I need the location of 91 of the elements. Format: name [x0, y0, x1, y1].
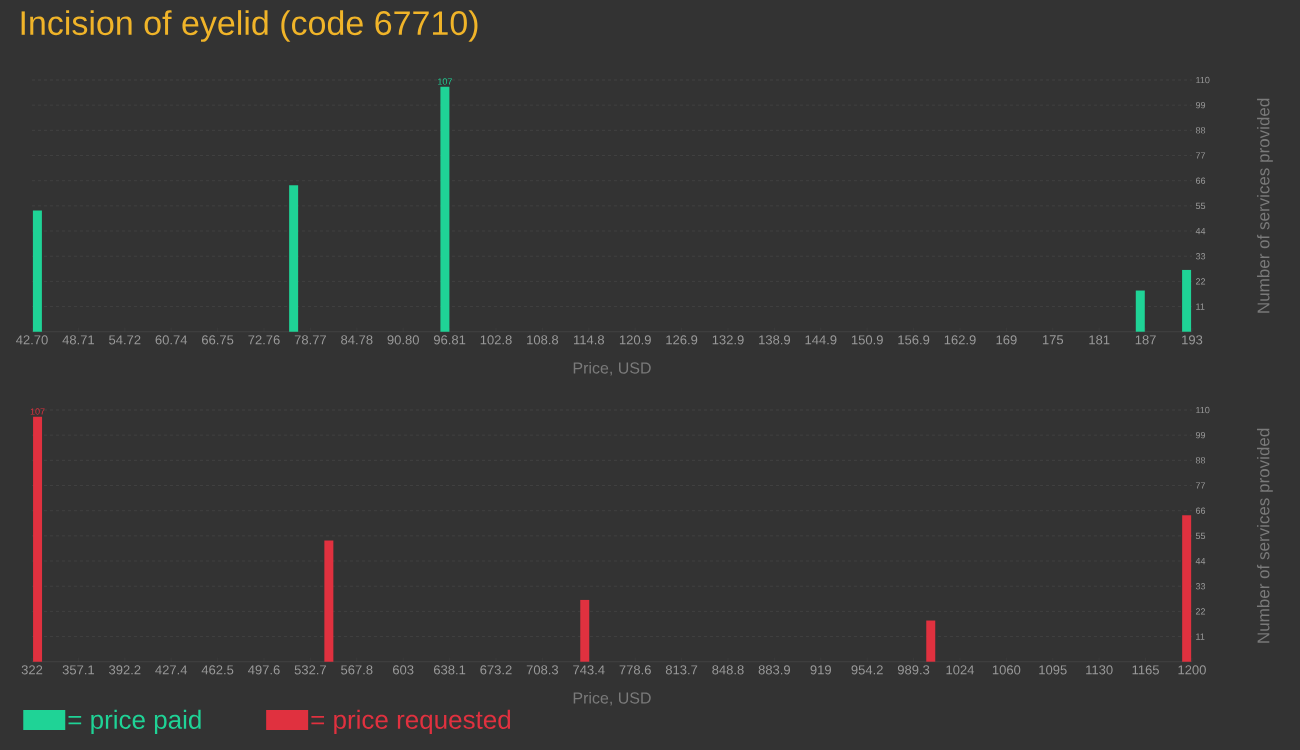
x-tick-label: 66.75 [201, 335, 234, 345]
y-tick-label: 44 [1195, 557, 1206, 565]
y-tick-label: 66 [1195, 507, 1206, 514]
y-tick-label: 22 [1195, 608, 1206, 615]
y-tick-label: 77 [1195, 152, 1206, 159]
x-tick-label: 743.4 [573, 665, 605, 675]
bar [32, 210, 42, 332]
x-tick-label: 48.71 [62, 335, 95, 345]
x-axis-title: Price, USD [573, 691, 651, 706]
bar [1135, 290, 1145, 332]
x-tick-label: 126.9 [666, 335, 698, 345]
x-tick-label: 156.9 [898, 335, 930, 345]
bar [1182, 269, 1192, 332]
x-tick-label: 144.9 [805, 335, 837, 345]
data-label: 107 [438, 78, 452, 85]
x-tick-label: 1130 [1086, 665, 1113, 675]
y-tick-label: 110 [1196, 406, 1210, 414]
y-tick-label: 88 [1195, 127, 1206, 134]
x-tick-label: 169 [996, 335, 1017, 345]
bar [324, 540, 334, 662]
y-tick-label: 11 [1196, 303, 1205, 310]
x-tick-label: 1060 [992, 665, 1021, 675]
x-tick-label: 162.9 [944, 335, 976, 345]
x-tick-label: 778.6 [619, 665, 651, 675]
x-axis-title: Price, USD [573, 361, 651, 376]
x-tick-label: 708.3 [526, 665, 559, 675]
y-tick-label: 11 [1196, 633, 1205, 640]
x-tick-label: 1165 [1132, 665, 1159, 675]
x-tick-label: 120.9 [619, 335, 651, 345]
x-tick-label: 72.76 [248, 335, 280, 345]
bar [33, 416, 43, 662]
y-tick-label: 33 [1195, 583, 1206, 590]
x-tick-label: 84.78 [341, 335, 373, 345]
x-tick-label: 102.8 [480, 335, 512, 345]
x-tick-label: 357.1 [62, 665, 95, 675]
bar [289, 185, 299, 332]
x-tick-label: 1024 [946, 665, 975, 675]
x-tick-label: 108.8 [527, 335, 559, 345]
bar [926, 620, 936, 662]
x-tick-label: 42.70 [16, 335, 48, 345]
y-tick-label: 99 [1195, 431, 1206, 439]
x-tick-label: 175 [1042, 335, 1064, 345]
x-tick-label: 848.8 [712, 665, 744, 675]
x-tick-label: 1200 [1178, 665, 1206, 675]
x-tick-label: 322 [21, 665, 43, 675]
y-tick-label: 55 [1195, 532, 1206, 540]
x-tick-label: 989.3 [897, 665, 930, 675]
chart-title: Incision of eyelid (code 67710) [21, 10, 478, 42]
x-tick-label: 150.9 [851, 335, 883, 345]
x-tick-label: 919 [810, 665, 831, 675]
x-tick-label: 427.4 [155, 665, 188, 675]
y-axis-title: Number of services provided [1257, 98, 1273, 313]
x-tick-label: 462.5 [201, 665, 234, 675]
bar [580, 599, 590, 662]
x-tick-label: 603 [393, 665, 414, 675]
y-tick-label: 22 [1195, 278, 1206, 285]
x-tick-label: 187 [1135, 335, 1156, 345]
x-tick-label: 673.2 [480, 665, 512, 675]
x-tick-label: 181 [1089, 335, 1110, 345]
y-tick-label: 110 [1196, 76, 1210, 84]
x-tick-label: 392.2 [109, 665, 141, 675]
x-tick-label: 497.6 [248, 665, 280, 675]
y-tick-label: 99 [1195, 101, 1206, 109]
x-tick-label: 114.8 [574, 335, 605, 345]
x-tick-label: 90.80 [387, 335, 419, 345]
legend-label: = price requested [311, 709, 511, 735]
bar [440, 86, 450, 332]
x-tick-label: 954.2 [851, 665, 883, 675]
y-tick-label: 33 [1195, 253, 1206, 260]
x-tick-label: 138.9 [759, 335, 791, 345]
bar [1182, 515, 1192, 662]
x-tick-label: 532.7 [294, 665, 326, 675]
legend-label: = price paid [68, 709, 201, 735]
x-tick-label: 883.9 [758, 665, 791, 675]
y-axis-title: Number of services provided [1256, 428, 1273, 643]
y-tick-label: 88 [1195, 457, 1206, 464]
y-tick-label: 77 [1195, 482, 1206, 489]
x-tick-label: 1095 [1039, 665, 1067, 675]
y-tick-label: 44 [1195, 227, 1206, 235]
y-tick-label: 55 [1195, 202, 1206, 210]
x-tick-label: 78.77 [294, 335, 326, 345]
x-tick-label: 60.74 [155, 335, 188, 345]
x-tick-label: 638.1 [433, 665, 466, 675]
data-label: 107 [30, 408, 45, 415]
y-tick-label: 66 [1195, 177, 1206, 184]
x-tick-label: 813.7 [665, 665, 698, 675]
x-tick-label: 132.9 [712, 335, 744, 345]
x-tick-label: 96.81 [433, 335, 466, 345]
x-tick-label: 54.72 [109, 335, 141, 345]
x-tick-label: 193 [1182, 335, 1203, 345]
x-tick-label: 567.8 [341, 665, 373, 675]
